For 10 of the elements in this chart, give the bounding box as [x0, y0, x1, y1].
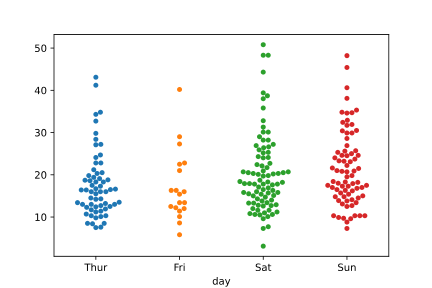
y-tick-label: 20 [35, 171, 46, 179]
x-axis-title: day [212, 277, 230, 287]
x-tick-label: Thur [84, 263, 108, 272]
x-tick-label: Fri [174, 263, 185, 271]
x-tick-label: Sun [338, 263, 356, 272]
y-tick-label: 40 [34, 86, 46, 94]
x-tick-label: Sat [256, 263, 272, 272]
y-tick-label: 50 [35, 44, 46, 52]
y-tick-label: 30 [35, 128, 46, 136]
y-tick-label: 10 [35, 213, 46, 221]
